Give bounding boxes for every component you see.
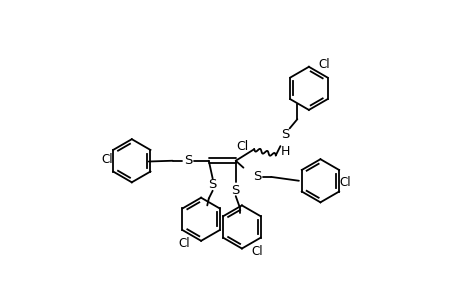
Text: Cl: Cl — [251, 245, 263, 258]
Text: Cl: Cl — [318, 58, 330, 71]
Text: S: S — [208, 178, 216, 191]
Text: S: S — [231, 184, 240, 196]
Text: Cl: Cl — [235, 140, 247, 153]
Text: S: S — [184, 154, 192, 167]
Text: Cl: Cl — [178, 237, 190, 250]
Text: S: S — [252, 170, 261, 183]
Text: Cl: Cl — [101, 154, 113, 166]
Text: H: H — [280, 145, 289, 158]
Text: Cl: Cl — [339, 176, 350, 189]
Text: S: S — [281, 128, 289, 141]
